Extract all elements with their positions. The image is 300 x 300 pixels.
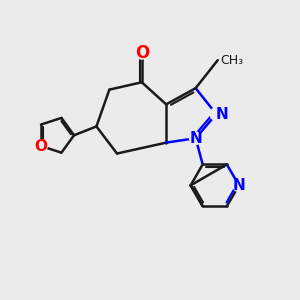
Text: N: N [189, 131, 202, 146]
Circle shape [190, 132, 202, 144]
Text: N: N [232, 178, 245, 193]
Circle shape [136, 46, 148, 59]
Circle shape [35, 140, 47, 152]
Text: CH₃: CH₃ [220, 54, 243, 67]
Text: N: N [215, 106, 228, 122]
Circle shape [233, 179, 245, 191]
Text: O: O [135, 44, 149, 62]
Circle shape [210, 108, 222, 120]
Text: O: O [34, 139, 47, 154]
